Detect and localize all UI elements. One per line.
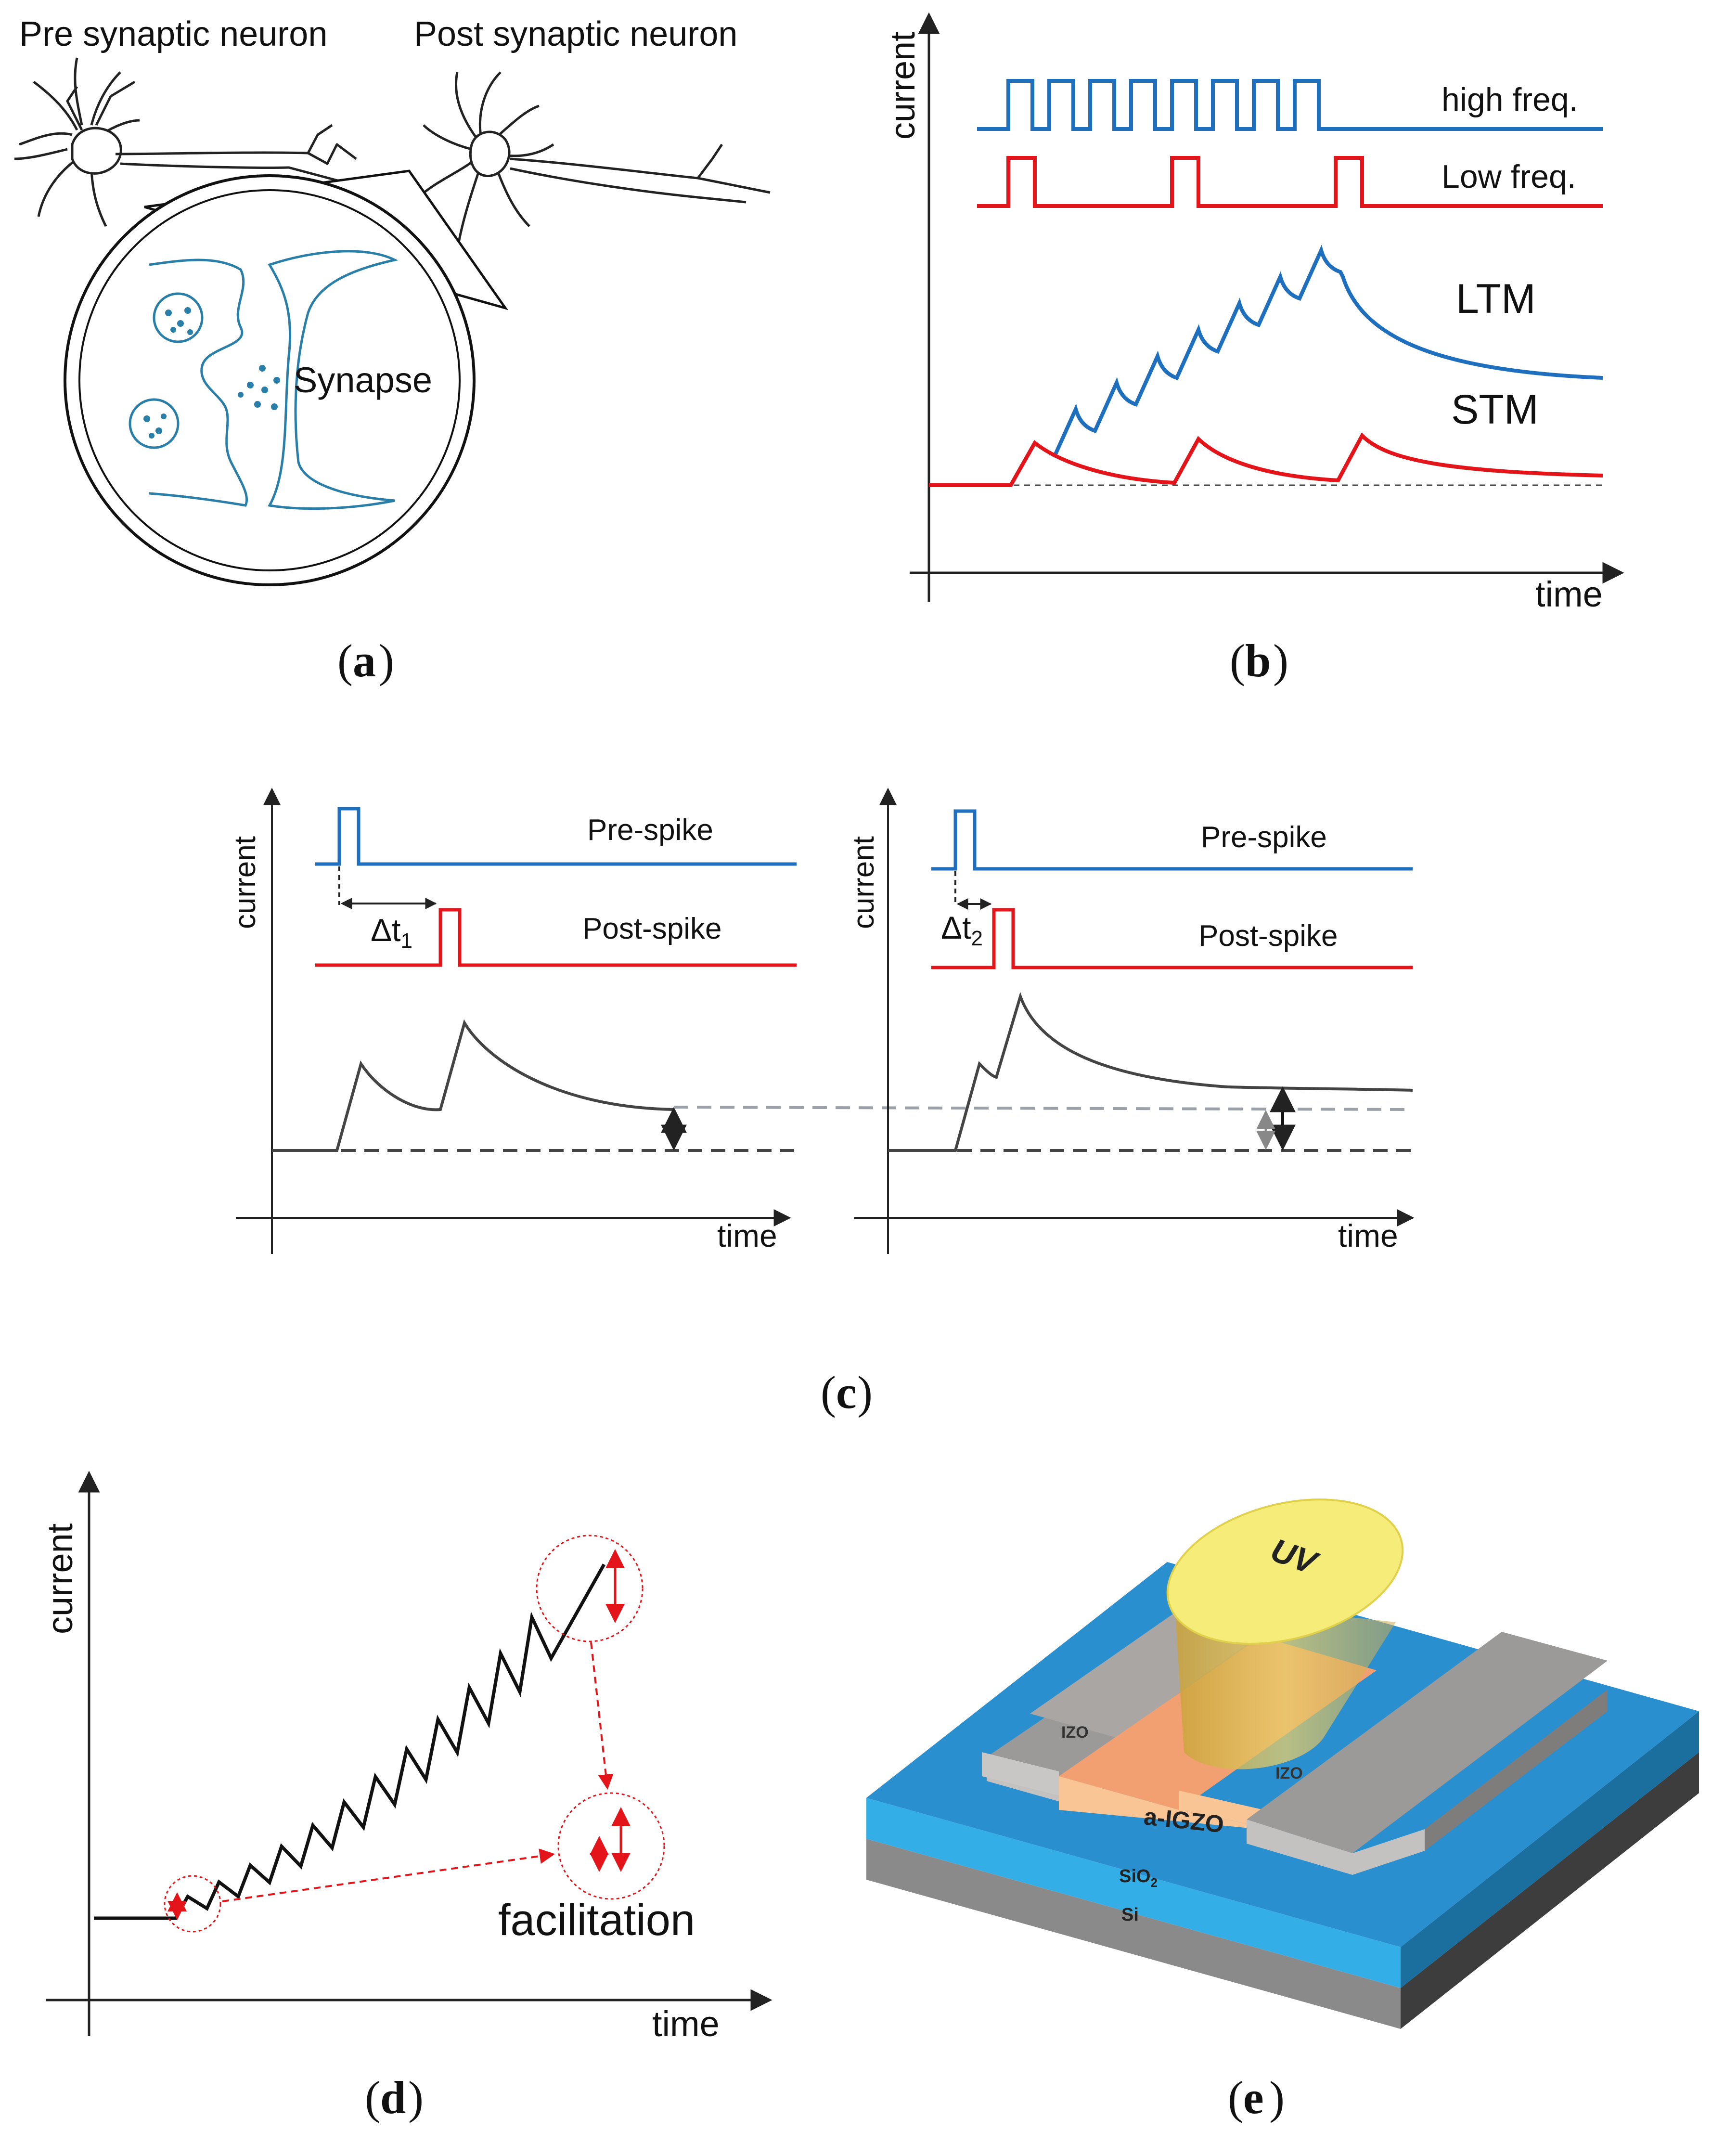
b-high-freq-train: [977, 79, 1603, 131]
svg-text:(: (: [365, 2072, 380, 2123]
d-y-label: current: [40, 1523, 80, 1634]
e-izo-right: [1247, 1632, 1608, 1875]
caption-a-letter: a: [353, 635, 376, 686]
c-right-dt-label: Δt2: [941, 910, 983, 950]
c-right-plot: current time Pre-spike Post-spike Δt2: [847, 788, 1415, 1254]
e-izo-left-label: IZO: [1061, 1723, 1089, 1742]
c-left-pre-spike: [315, 807, 797, 866]
c-right-post-spike: [931, 908, 1413, 969]
d-dashed-arrow-early: [222, 1848, 555, 1902]
caption-e-letter: e: [1243, 2072, 1264, 2123]
b-y-label: current: [884, 32, 922, 140]
d-circle-compare: [557, 1792, 665, 1900]
c-left-post-label: Post-spike: [582, 912, 721, 945]
c-left-pre-label: Pre-spike: [587, 813, 713, 847]
caption-c: ( c ): [821, 1367, 873, 1418]
e-si-front: [866, 1839, 1401, 2029]
panel-d: current time facilitation ( d ): [40, 1471, 772, 2123]
e-uv-beam: UV: [1166, 1498, 1404, 1769]
d-x-label: time: [652, 2004, 720, 2044]
e-sio2-side: [1401, 1711, 1699, 1988]
b-stm-label: STM: [1451, 387, 1539, 433]
svg-text:): ): [1273, 635, 1288, 686]
svg-text:): ): [408, 2072, 424, 2123]
d-dashed-arrow-late: [590, 1642, 614, 1790]
pre-synaptic-label: Pre synaptic neuron: [19, 15, 327, 53]
b-low-freq-train: [977, 156, 1603, 208]
svg-text:(: (: [1228, 2072, 1243, 2123]
e-sio2-label: SiO2: [1119, 1866, 1158, 1890]
c-left-y-label: current: [229, 836, 262, 929]
caption-d-letter: d: [380, 2072, 406, 2123]
svg-text:): ): [857, 1367, 873, 1418]
c-left-dt-label: Δt1: [371, 912, 412, 953]
synapse-label: Synapse: [294, 360, 432, 400]
b-x-label: time: [1535, 574, 1603, 614]
c-right-post-label: Post-spike: [1198, 919, 1338, 953]
c-left-post-spike: [315, 908, 797, 967]
caption-d: ( d ): [365, 2072, 424, 2123]
e-si-label: Si: [1121, 1905, 1139, 1925]
c-left-plot: current time Pre-spike Post-spike Δt1: [229, 788, 797, 1254]
e-uv-top: [1166, 1498, 1404, 1645]
c-right-x-label: time: [1338, 1218, 1398, 1253]
caption-e: ( e ): [1228, 2072, 1285, 2123]
d-circle-late: [536, 1535, 644, 1642]
b-high-label: high freq.: [1442, 81, 1578, 118]
d-circle-early: [164, 1875, 221, 1933]
caption-b-letter: b: [1245, 635, 1271, 686]
e-izo-right-label: IZO: [1275, 1764, 1303, 1782]
post-synaptic-label: Post synaptic neuron: [414, 15, 737, 53]
svg-text:): ): [1269, 2072, 1285, 2123]
panel-c: current time Pre-spike Post-spike Δt1 cu…: [229, 788, 1415, 1418]
e-si-side: [1401, 1752, 1699, 2029]
caption-a: ( a ): [337, 635, 394, 686]
c-right-pre-label: Pre-spike: [1201, 821, 1327, 854]
post-neuron-drawing: [418, 71, 771, 251]
svg-text:(: (: [821, 1367, 836, 1418]
c-left-x-label: time: [717, 1218, 777, 1253]
panel-a: Pre synaptic neuron Post synaptic neuron: [14, 15, 771, 686]
panel-e: UV IZO IZO a-IGZO SiO2 Si ( e ): [866, 1498, 1699, 2123]
e-sio2-front: [866, 1798, 1401, 1988]
pre-neuron-drawing: [14, 57, 357, 227]
synapse-magnifier: Synapse: [64, 169, 509, 586]
panel-b: current time high freq. Low freq. LTM ST…: [884, 12, 1624, 686]
d-response-curve: [94, 1563, 606, 1920]
b-ltm-curve: [1052, 245, 1603, 458]
caption-b: ( b ): [1230, 635, 1288, 686]
svg-text:): ): [379, 635, 394, 686]
c-right-response: [888, 992, 1413, 1152]
c-right-pre-spike: [931, 809, 1413, 871]
b-stm-curve: [929, 432, 1603, 487]
c-compare-line: [673, 1106, 1413, 1111]
b-ltm-label: LTM: [1456, 276, 1536, 322]
caption-c-letter: c: [836, 1367, 857, 1418]
svg-text:(: (: [337, 635, 353, 686]
b-low-label: Low freq.: [1442, 158, 1576, 195]
d-facilitation-label: facilitation: [498, 1896, 695, 1945]
c-left-response: [272, 1019, 674, 1152]
c-right-y-label: current: [847, 836, 880, 929]
svg-text:(: (: [1230, 635, 1245, 686]
